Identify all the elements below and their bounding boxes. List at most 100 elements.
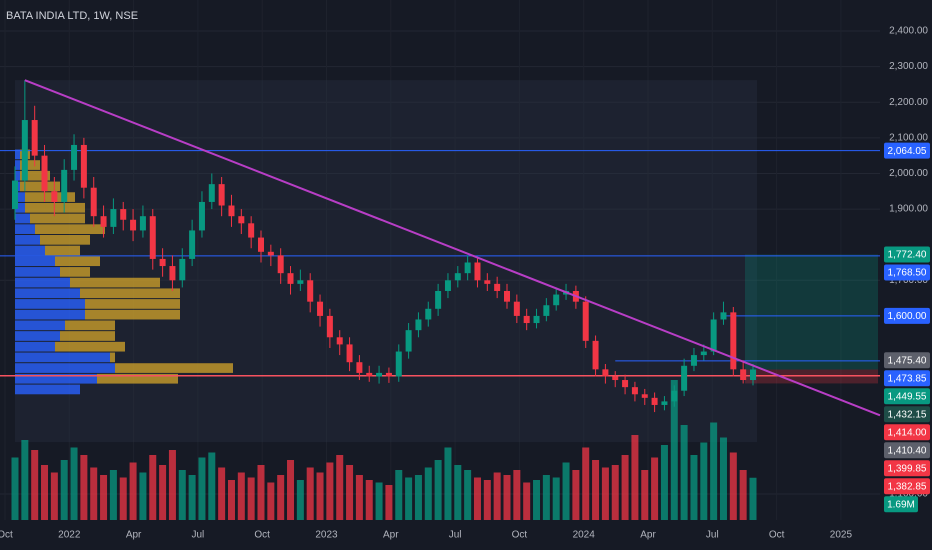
candle-body xyxy=(317,301,324,316)
candle-body xyxy=(622,380,629,388)
volume-bar xyxy=(21,440,29,520)
volume-bar xyxy=(523,482,531,520)
chart-title: BATA INDIA LTD, 1W, NSE xyxy=(6,10,138,22)
volume-bar xyxy=(739,470,747,520)
x-tick-label: Oct xyxy=(512,530,528,541)
y-tick-label: 2,200.00 xyxy=(889,97,928,108)
profile-up xyxy=(15,352,110,363)
volume-bar xyxy=(513,470,521,520)
candle-body xyxy=(120,209,127,220)
volume-bar xyxy=(424,467,432,520)
x-tick-label: Jul xyxy=(706,530,719,541)
volume-bar xyxy=(168,450,176,520)
profile-up xyxy=(15,267,60,277)
profile-up xyxy=(15,149,20,160)
price-badge: 1,410.40 xyxy=(884,442,930,459)
volume-bar xyxy=(552,477,560,520)
price-badge-label: 1,772.40 xyxy=(888,250,927,261)
price-badge-box xyxy=(884,352,930,369)
profile-up xyxy=(15,224,35,234)
volume-bar xyxy=(90,467,98,520)
volume-bar xyxy=(749,477,757,520)
candle-body xyxy=(425,308,432,320)
x-tick-label: Apr xyxy=(126,530,142,541)
profile-up xyxy=(15,213,30,224)
volume-bar xyxy=(139,472,147,520)
volume-bar xyxy=(355,475,363,520)
price-badge: 1,449.55 xyxy=(884,388,930,405)
volume-bar xyxy=(277,475,285,520)
candle-body xyxy=(169,266,176,281)
candle-body xyxy=(238,216,245,224)
volume-bar xyxy=(31,450,39,520)
target-zone xyxy=(745,254,878,370)
volume-bar xyxy=(444,447,452,520)
profile-up xyxy=(15,192,25,202)
volume-bar xyxy=(70,447,78,520)
profile-down xyxy=(110,352,115,363)
volume-bar xyxy=(50,472,58,520)
x-tick-label: Oct xyxy=(0,530,13,541)
volume-bar xyxy=(100,475,108,520)
candle-body xyxy=(208,184,215,202)
volume-bar xyxy=(572,470,580,520)
candle-body xyxy=(494,283,501,291)
profile-up xyxy=(15,235,40,245)
volume-bar xyxy=(218,467,226,520)
y-tick-label: 2,400.00 xyxy=(889,26,928,37)
candle-body xyxy=(326,315,333,338)
price-badge: 1,600.00 xyxy=(884,307,930,324)
candle-body xyxy=(267,251,274,256)
profile-down xyxy=(65,320,115,331)
profile-down xyxy=(60,267,90,277)
profile-down xyxy=(85,299,180,309)
price-badge-box xyxy=(884,370,930,387)
candle-body xyxy=(198,201,205,231)
volume-bar xyxy=(493,472,501,520)
candle-body xyxy=(444,280,451,291)
price-badge-box xyxy=(884,424,930,441)
volume-bar xyxy=(601,467,609,520)
profile-down xyxy=(25,202,85,213)
candle-body xyxy=(366,372,373,377)
price-badge: 1,382.85 xyxy=(884,478,930,495)
candle-body xyxy=(61,169,68,202)
candle-body xyxy=(730,312,737,370)
stop-zone xyxy=(745,369,878,384)
volume-bar xyxy=(365,480,373,520)
volume-bar xyxy=(592,460,600,520)
volume-bar xyxy=(41,465,49,520)
price-badge-label: 1,768.50 xyxy=(888,268,927,279)
x-tick-label: Oct xyxy=(769,530,785,541)
candle-body xyxy=(523,315,530,324)
volume-bar xyxy=(296,480,304,520)
x-tick-label: Jul xyxy=(192,530,205,541)
volume-bar xyxy=(690,455,698,520)
profile-up xyxy=(15,299,85,309)
volume-bar xyxy=(582,447,590,520)
volume-bar xyxy=(119,477,127,520)
profile-up xyxy=(15,309,85,320)
volume-bar xyxy=(414,475,422,520)
candle-body xyxy=(513,301,520,316)
candle-body xyxy=(385,372,392,377)
price-badge-label: 1,410.40 xyxy=(888,445,927,456)
price-badge-box xyxy=(884,307,930,324)
volume-bar xyxy=(631,435,639,520)
volume-bar xyxy=(651,457,659,520)
price-badge: 1,768.50 xyxy=(884,264,930,281)
volume-bar xyxy=(503,475,511,520)
price-badge: 1,414.00 xyxy=(884,424,930,441)
candle-body xyxy=(395,351,402,377)
profile-down xyxy=(80,288,180,299)
volume-bar xyxy=(641,470,649,520)
volume-bar xyxy=(700,442,708,520)
candle-body xyxy=(592,340,599,370)
volume-bar xyxy=(336,455,344,520)
candle-body xyxy=(356,362,363,373)
candle-body xyxy=(484,280,491,284)
profile-down xyxy=(20,170,50,181)
volume-bar xyxy=(680,425,688,520)
x-tick-label: 2025 xyxy=(830,530,853,541)
